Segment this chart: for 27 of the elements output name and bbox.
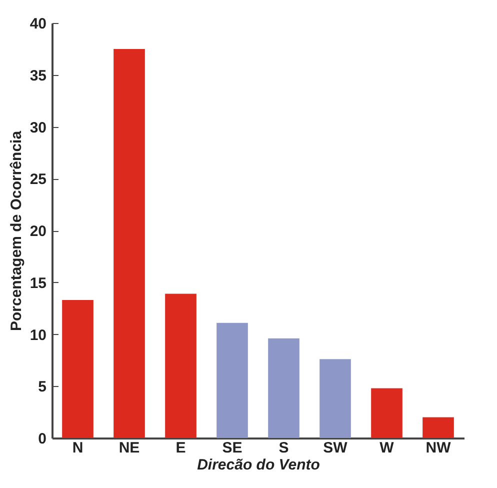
y-axis-title: Porcentagem de Ocorrência: [8, 130, 25, 332]
y-tick-label: 0: [38, 430, 46, 448]
y-tick-label: 30: [30, 119, 46, 136]
x-tick-label: E: [176, 440, 186, 456]
x-tick-label: S: [278, 440, 289, 456]
x-tick-label: W: [380, 440, 395, 456]
y-tick-label: 40: [30, 16, 46, 32]
y-tick-label: 5: [38, 378, 46, 396]
x-tick-label: SE: [222, 440, 242, 456]
x-tick-label: NE: [118, 440, 140, 456]
y-tick-label: 10: [30, 326, 46, 344]
bar: [165, 294, 196, 438]
bar: [320, 359, 351, 438]
bar: [216, 322, 248, 438]
y-tick-label: 35: [30, 67, 46, 84]
bar: [114, 48, 145, 438]
y-tick-label: 25: [30, 171, 46, 188]
bar: [422, 417, 454, 438]
x-tick-label: N: [72, 440, 84, 456]
x-axis-title: Direcão do Vento: [197, 456, 320, 474]
x-tick-label: SW: [323, 440, 348, 456]
y-tick-label: 20: [30, 223, 46, 240]
bar: [268, 338, 300, 438]
bar: [62, 300, 94, 438]
y-tick-label: 15: [30, 274, 46, 292]
bar: [371, 388, 402, 438]
x-tick-label: NW: [426, 440, 452, 456]
